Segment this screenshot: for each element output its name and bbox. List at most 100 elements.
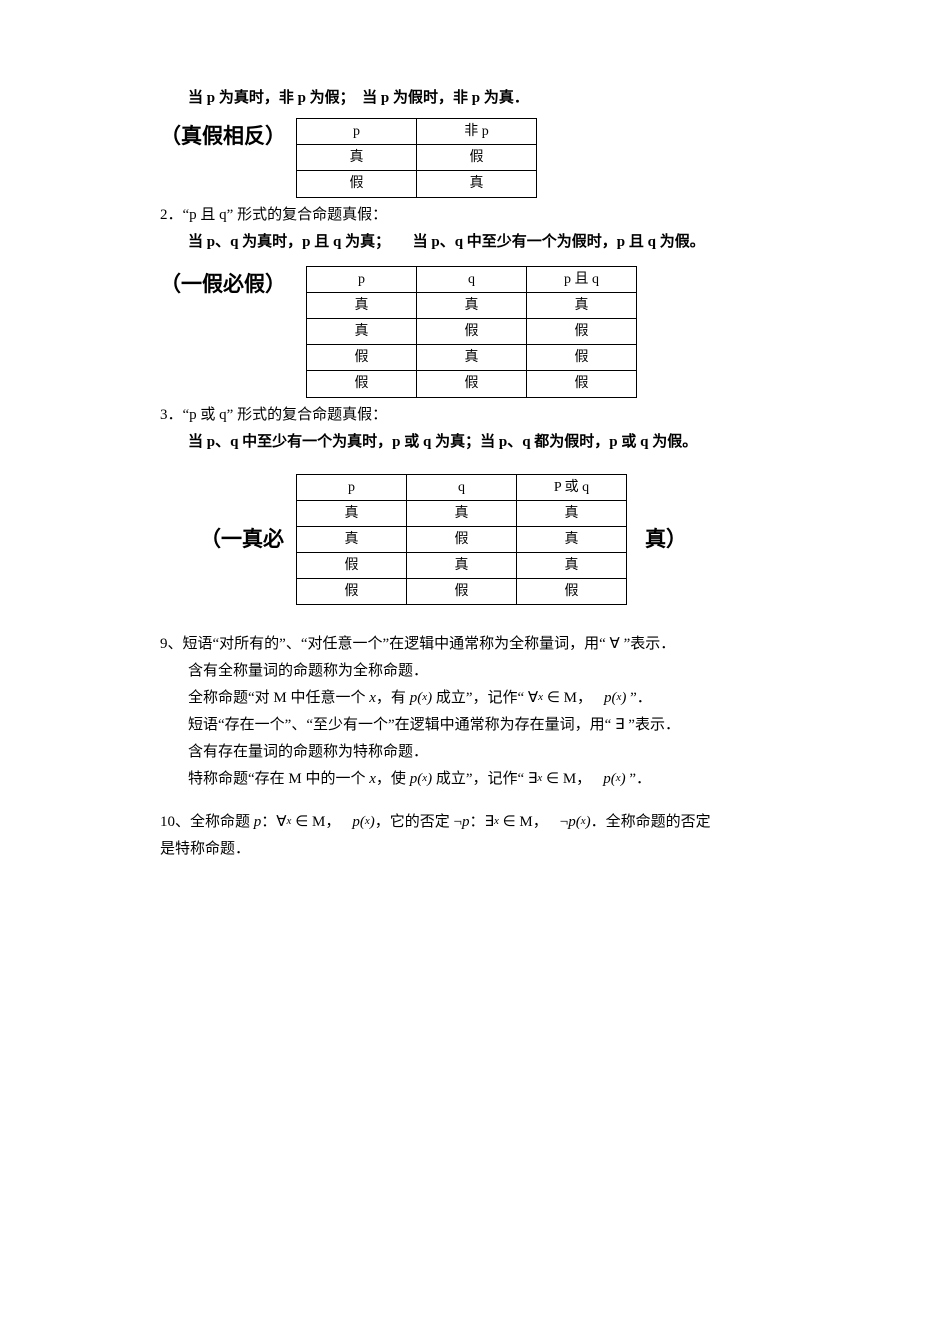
table-row: 假真假 <box>307 345 637 371</box>
table-row: 真假真 <box>297 526 627 552</box>
forall-symbol: ∀ <box>528 690 538 706</box>
td: 真 <box>517 526 627 552</box>
section-10: 10、全称命题 p：∀x ∈ M，p(x)，它的否定 p：∃x ∈ M，p(x)… <box>160 809 835 863</box>
px: p( <box>604 690 617 706</box>
table-row: 假假假 <box>307 371 637 397</box>
var-x: x <box>581 815 586 827</box>
th: p 且 q <box>527 266 637 292</box>
txt: ∈ M， <box>499 814 548 830</box>
var-x: x <box>494 815 499 827</box>
table-row: 真假假 <box>307 318 637 344</box>
td: 假 <box>297 553 407 579</box>
table-row: 真真真 <box>297 500 627 526</box>
txt: ： <box>261 814 276 830</box>
neg-icon <box>454 809 462 836</box>
th: q <box>417 266 527 292</box>
txt: ，它的否定 <box>375 814 454 830</box>
var-x: x <box>538 691 543 703</box>
text-line: 含有存在量词的命题称为特称命题． <box>160 739 835 766</box>
var-x: x <box>537 772 542 784</box>
txt: 短语“存在一个”、“至少有一个”在逻辑中通常称为存在量词，用“ <box>188 717 615 733</box>
truth-table-and: p q p 且 q 真真真 真假假 假真假 假假假 <box>306 266 637 398</box>
txt: ∈ M， <box>291 814 340 830</box>
th: p <box>297 474 407 500</box>
forall-symbol: ∀ <box>610 636 620 652</box>
label-opposite: （真假相反） <box>160 118 286 156</box>
txt: ”表示． <box>625 717 680 733</box>
text-line: 短语“存在一个”、“至少有一个”在逻辑中通常称为存在量词，用“ ∃ ”表示． <box>160 712 835 739</box>
txt: 10、全称命题 <box>160 814 254 830</box>
td: 假 <box>407 579 517 605</box>
td: 真 <box>307 292 417 318</box>
label-one-true-left: （一真必 <box>200 521 284 559</box>
var-x: x <box>422 772 427 784</box>
td: 假 <box>527 371 637 397</box>
th: p <box>307 266 417 292</box>
td: 真 <box>407 553 517 579</box>
th: P 或 q <box>517 474 627 500</box>
section-not-p: 当 p 为真时，非 p 为假； 当 p 为假时，非 p 为真． （真假相反） p… <box>160 85 835 198</box>
td: 假 <box>527 345 637 371</box>
td: 假 <box>417 318 527 344</box>
td: 真 <box>407 500 517 526</box>
txt: 9、短语“对所有的”、“对任意一个”在逻辑中通常称为全称量词，用“ <box>160 636 610 652</box>
neg-icon <box>560 809 568 836</box>
var-x: x <box>369 771 376 787</box>
row-label-table: （一真必 p q P 或 q 真真真 真假真 假真真 假假假 真） <box>160 474 835 606</box>
td: 真 <box>517 553 627 579</box>
text-line: 特称命题“存在 M 中的一个 x，使 p(x) 成立”，记作“ ∃x ∈ M，p… <box>160 766 835 793</box>
txt: ”． <box>626 690 651 706</box>
txt: 特称命题“存在 M 中的一个 <box>188 771 369 787</box>
section-or: 3．“p 或 q” 形式的复合命题真假： 当 p、q 中至少有一个为真时，p 或… <box>160 402 835 606</box>
px: p( <box>410 771 423 787</box>
px: p( <box>410 690 423 706</box>
row-label-table: （真假相反） p 非 p 真 假 假 真 <box>160 118 835 198</box>
td: 真 <box>517 500 627 526</box>
td: 真 <box>307 318 417 344</box>
heading: 2．“p 且 q” 形式的复合命题真假： <box>160 202 835 229</box>
txt: ，使 <box>376 771 410 787</box>
table-row: 真真真 <box>307 292 637 318</box>
text-line: 含有全称量词的命题称为全称命题． <box>160 658 835 685</box>
px: p( <box>603 771 616 787</box>
txt: 全称命题“对 M 中任意一个 <box>188 690 369 706</box>
txt: ”． <box>626 771 651 787</box>
label-one-false: （一假必假） <box>160 266 286 304</box>
truth-table-not: p 非 p 真 假 假 真 <box>296 118 537 198</box>
table-row: p q p 且 q <box>307 266 637 292</box>
txt: ∈ M， <box>542 771 591 787</box>
truth-table-or: p q P 或 q 真真真 真假真 假真真 假假假 <box>296 474 627 606</box>
td: 真 <box>297 500 407 526</box>
td: 真 <box>417 345 527 371</box>
section-9: 9、短语“对所有的”、“对任意一个”在逻辑中通常称为全称量词，用“ ∀ ”表示．… <box>160 631 835 793</box>
text-line: 当 p、q 中至少有一个为真时，p 或 q 为真；当 p、q 都为假时，p 或 … <box>160 429 835 456</box>
th: p <box>297 119 417 145</box>
td: 假 <box>297 171 417 197</box>
text-line: 全称命题“对 M 中任意一个 x，有 p(x) 成立”，记作“ ∀x ∈ M，p… <box>160 685 835 712</box>
table-row: 假假假 <box>297 579 627 605</box>
var-x: x <box>365 815 370 827</box>
td: 真 <box>527 292 637 318</box>
px: p( <box>352 814 365 830</box>
td: 假 <box>417 371 527 397</box>
txt: 成立”，记作“ <box>432 771 528 787</box>
th: q <box>407 474 517 500</box>
label-one-true-right: 真） <box>645 521 687 559</box>
td: 假 <box>517 579 627 605</box>
text-line: 当 p、q 为真时，p 且 q 为真； 当 p、q 中至少有一个为假时，p 且 … <box>160 229 835 256</box>
table-row: p q P 或 q <box>297 474 627 500</box>
table-row: 假真真 <box>297 553 627 579</box>
txt: ．全称命题的否定 <box>591 814 711 830</box>
td: 真 <box>297 526 407 552</box>
td: 假 <box>297 579 407 605</box>
txt: 成立”，记作“ <box>432 690 528 706</box>
td: 假 <box>307 345 417 371</box>
th: 非 p <box>417 119 537 145</box>
row-label-table: （一假必假） p q p 且 q 真真真 真假假 假真假 假假假 <box>160 266 835 398</box>
txt: ： <box>469 814 484 830</box>
td: 假 <box>407 526 517 552</box>
txt: ”表示． <box>620 636 675 652</box>
txt: ∈ M， <box>543 690 592 706</box>
exists-symbol: ∃ <box>484 814 493 830</box>
text-line: 9、短语“对所有的”、“对任意一个”在逻辑中通常称为全称量词，用“ ∀ ”表示． <box>160 631 835 658</box>
